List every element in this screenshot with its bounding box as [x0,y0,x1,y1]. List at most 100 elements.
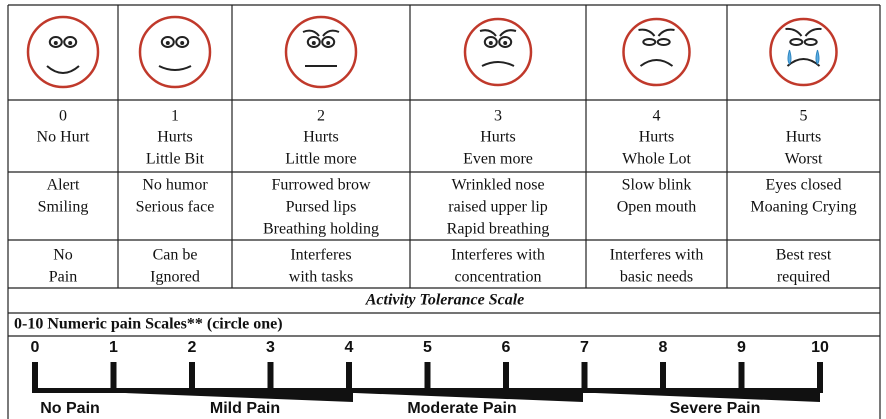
face [138,15,212,89]
eye [175,36,190,48]
description: Breathing holding [263,221,379,238]
eye [656,38,671,46]
pupil [53,41,58,45]
activity: Interferes [290,247,351,264]
description: Eyes closed [766,177,842,194]
pupil [326,41,331,45]
description: Smiling [38,199,89,216]
brow [479,29,517,37]
activity-tolerance-title: Activity Tolerance Scale [365,292,524,309]
description: Serious face [136,199,215,216]
face [26,15,100,89]
face-outline [463,17,533,87]
scale-wedge [125,393,353,402]
scale-tick [32,362,38,392]
range-label: Severe Pain [670,400,761,417]
activity: with tasks [289,269,353,286]
activity: No [53,247,73,264]
pain-label: Hurts [639,129,675,146]
face-outline [284,15,358,89]
activity: concentration [454,269,541,286]
description: raised upper lip [448,199,548,216]
pain-label: Worst [785,151,823,168]
face [769,17,838,87]
face-outline [622,17,691,87]
pupil [165,41,170,45]
pain-label: No Hurt [37,129,90,146]
activity: Interferes with [451,247,545,264]
face-outline [26,15,100,89]
score: 2 [317,108,325,125]
scale-number: 1 [109,339,118,356]
description: Rapid breathing [447,221,550,238]
scale-tick [267,362,274,392]
scale-number: 6 [502,339,511,356]
brow [638,28,675,37]
face [622,17,691,87]
eye [483,36,498,48]
scale-tick [110,362,117,392]
activity: required [777,269,830,286]
pupil [503,41,508,45]
face [463,17,533,87]
eye [160,36,175,48]
mouth [481,61,515,67]
scale-number: 9 [737,339,746,356]
eye [498,36,513,48]
description: Pursed lips [286,199,357,216]
scale-number: 0 [31,339,40,356]
description: Moaning Crying [750,199,856,216]
scale-wedge [355,393,583,402]
mouth [639,59,674,67]
pupil [68,41,73,45]
scale-number: 3 [266,339,275,356]
description: No humor [142,177,208,194]
brow [302,29,340,37]
pain-label: Hurts [157,129,193,146]
score: 5 [800,108,808,125]
activity: Can be [153,247,198,264]
tear [787,49,820,65]
scale-tick [503,362,509,392]
score: 0 [59,108,67,125]
eye [48,36,63,48]
scale-number: 8 [659,339,668,356]
scale-tick [817,362,823,392]
pain-label: Little Bit [146,151,205,168]
face [284,15,358,89]
pain-label: Whole Lot [622,151,691,168]
scale-number: 4 [345,339,354,356]
mouth [158,65,192,71]
pain-label: Hurts [786,129,822,146]
eye [789,38,804,46]
score: 1 [171,108,179,125]
eye [642,38,657,46]
eye [63,36,78,48]
score: 3 [494,108,502,125]
activity: Pain [49,269,77,286]
eye [306,36,321,48]
description: Slow blink [622,177,692,194]
pain-label: Hurts [480,129,516,146]
scale-tick [581,362,588,392]
description: Open mouth [617,199,697,216]
scale-wedge [595,393,820,402]
pain-label: Hurts [303,129,339,146]
activity: Ignored [150,269,200,286]
brow [785,27,822,37]
description: Furrowed brow [271,177,371,194]
pupil [180,41,185,45]
description: Alert [47,177,80,194]
range-label: No Pain [40,400,100,417]
range-label: Moderate Pain [407,400,516,417]
mouth [46,65,80,74]
scale-tick [660,362,666,392]
eye [803,38,818,46]
scale-number: 2 [188,339,197,356]
pain-label: Even more [463,151,533,168]
face-outline [769,17,838,87]
score: 4 [653,108,661,125]
scale-tick [738,362,745,392]
pain-label: Little more [285,151,357,168]
